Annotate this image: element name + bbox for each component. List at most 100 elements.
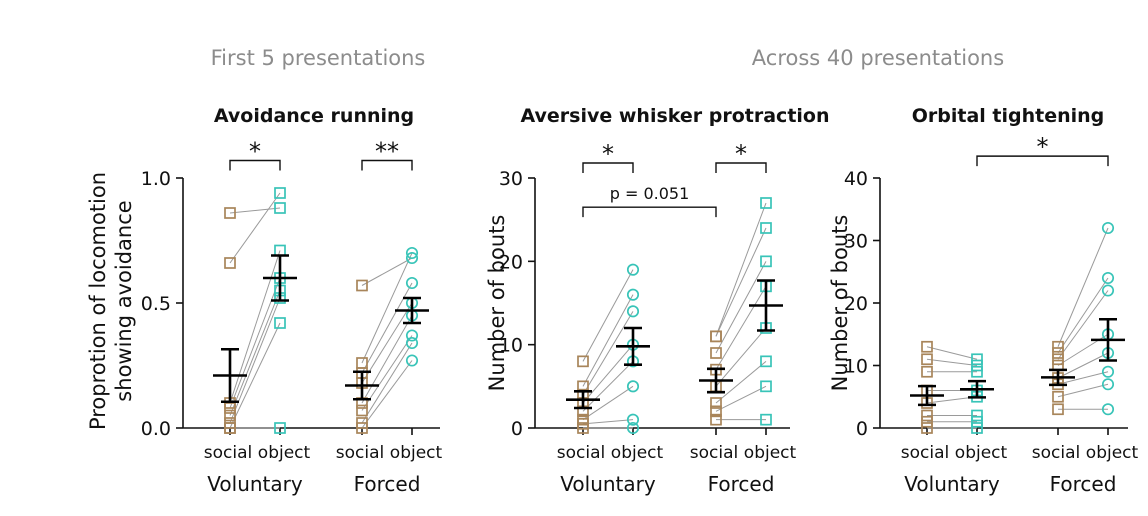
y-tick-label: 0.5 [141, 293, 171, 315]
pair-line [361, 342, 413, 424]
object-point [1101, 378, 1115, 391]
x-category-label: object [744, 443, 797, 463]
social-point [710, 347, 722, 359]
group-voluntary: social object Voluntary [901, 340, 1008, 496]
chart-panel-1: Avoidance running Proprotion of locomotio… [86, 105, 443, 496]
object-point [971, 365, 983, 378]
object-point [760, 413, 772, 426]
social-point [710, 397, 722, 409]
pair-line [229, 192, 281, 264]
pair-line [229, 250, 281, 404]
social-point [921, 365, 933, 378]
object-point [760, 255, 772, 268]
object-point [626, 413, 640, 426]
social-point [1052, 390, 1064, 403]
x-category-label: object [611, 443, 664, 463]
social-point [224, 207, 236, 219]
pair-line [926, 358, 978, 366]
object-point [1101, 271, 1115, 285]
pair-line [715, 202, 767, 337]
object-point [1101, 365, 1115, 378]
x-category-label: social [1032, 443, 1080, 463]
social-point [224, 422, 236, 434]
significance-bracket [582, 162, 634, 173]
pair-line [361, 252, 413, 364]
y-tick-label: 0 [511, 418, 523, 440]
x-category-label: object [955, 443, 1008, 463]
x-category-label: social [901, 443, 949, 463]
panel-title: Orbital tightening [912, 105, 1105, 127]
pair-line [582, 269, 634, 362]
y-tick-label: 30 [499, 168, 523, 190]
social-point [710, 405, 722, 418]
group-voluntary: social object Voluntary [204, 187, 311, 496]
object-point [760, 380, 772, 393]
object-point [971, 422, 983, 434]
section-title-first: First 5 presentations [211, 46, 426, 70]
pair-line [1057, 371, 1109, 385]
y-axis-label: Proprotion of locomotion showing avoidanc… [86, 172, 136, 430]
panel-title: Avoidance running [214, 105, 414, 127]
x-category-label: object [258, 443, 311, 463]
significance-stars: * [249, 138, 261, 166]
social-point [921, 353, 933, 366]
object-point [405, 336, 419, 350]
object-point [971, 353, 983, 366]
y-tick-label: 10 [499, 335, 523, 357]
group-label: Voluntary [207, 472, 303, 496]
object-point [1101, 403, 1115, 416]
pair-line [582, 311, 634, 395]
group-forced: social object Forced [1032, 221, 1139, 496]
significance-stars: * [1037, 133, 1049, 161]
group-label: Voluntary [560, 472, 656, 496]
group-label: Forced [708, 472, 775, 496]
object-point [274, 187, 286, 199]
object-point [971, 359, 983, 372]
y-tick-label: 0.0 [141, 418, 171, 440]
social-point [921, 422, 933, 434]
pair-line [715, 360, 767, 404]
social-point [356, 422, 368, 434]
pair-line [229, 322, 281, 429]
object-point [405, 246, 419, 260]
y-axis-label: Number of bouts [485, 215, 509, 392]
section-title-across: Across 40 presentations [752, 46, 1004, 70]
social-point [1052, 353, 1064, 366]
object-point [760, 355, 772, 368]
pair-line [1057, 227, 1109, 347]
object-point [760, 222, 772, 234]
y-tick-label: 1.0 [141, 168, 171, 190]
p-value-label: p = 0.051 [610, 184, 690, 203]
object-point [274, 202, 286, 214]
significance-bracket [361, 159, 413, 171]
object-point [626, 421, 640, 435]
social-point [1052, 340, 1064, 353]
pair-line [715, 286, 767, 370]
x-category-label: social [204, 443, 252, 463]
group-label: Forced [354, 472, 421, 496]
significance-bracket [229, 159, 281, 171]
significance-bracket [715, 162, 767, 173]
social-point [921, 409, 933, 422]
pair-line [582, 385, 634, 421]
object-point [626, 380, 640, 393]
pair-line [1057, 277, 1109, 354]
group-voluntary: social object Voluntary [557, 263, 664, 496]
social-point [577, 422, 589, 434]
pair-line [361, 302, 413, 384]
pair-line [582, 419, 634, 425]
significance-bracket [976, 155, 1109, 167]
pair-line [361, 315, 413, 404]
y-tick-label: 30 [844, 231, 868, 253]
group-forced: social object Forced [690, 197, 797, 496]
pair-line [1057, 290, 1109, 360]
y-tick-label: 20 [499, 251, 523, 273]
pair-line [229, 207, 281, 214]
pair-line [715, 327, 767, 387]
pair-line [926, 346, 978, 360]
social-point [356, 279, 368, 292]
group-label: Voluntary [904, 472, 1000, 496]
object-point [1101, 284, 1115, 297]
pair-line [361, 360, 413, 429]
pair-line [1057, 352, 1109, 379]
